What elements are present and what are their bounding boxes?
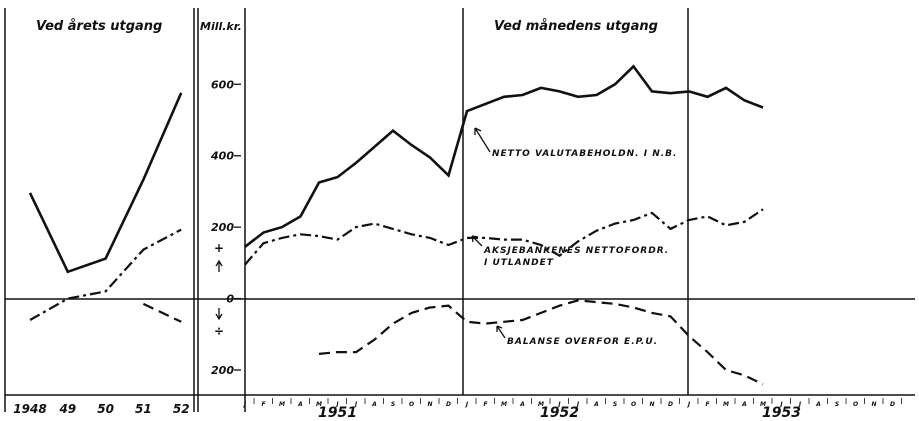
x-tick-label: M <box>538 401 544 408</box>
x-tick-label: D <box>446 401 451 408</box>
x-tick-label: J <box>465 401 469 408</box>
x-tick-label: O <box>853 401 858 408</box>
y-tick-label: 200 <box>211 364 234 377</box>
x-tick-label: J <box>687 401 691 408</box>
series-label: BALANSE OVERFOR E.P.U. <box>507 337 659 347</box>
x-tick-label: F <box>705 401 710 408</box>
x-tick-label: A <box>815 401 821 408</box>
y-tick-label: 200 <box>211 221 234 234</box>
x-tick-label: 52 <box>173 402 190 416</box>
x-tick-label: F <box>483 401 488 408</box>
x-tick-label: J <box>557 401 561 408</box>
negative-sign: ÷ <box>214 324 224 338</box>
x-tick-label: M <box>279 401 285 408</box>
x-tick-label: M <box>316 401 322 408</box>
series-label: AKSJEBANKENES NETTOFORDR. I UTLANDET <box>484 246 670 268</box>
x-tick-label: N <box>427 401 432 408</box>
x-tick-label: M <box>760 401 766 408</box>
x-tick-label: 51 <box>135 402 152 416</box>
x-tick-label: A <box>519 401 525 408</box>
x-tick-label: S <box>391 401 395 408</box>
x-tick-label: 50 <box>97 402 114 416</box>
series-line <box>28 92 183 274</box>
x-tick-label: A <box>371 401 377 408</box>
y-tick-label: 400 <box>210 150 234 163</box>
x-tick-label: M <box>723 401 729 408</box>
series-line <box>244 64 764 248</box>
series-line <box>244 208 764 266</box>
positive-sign: + <box>214 241 224 255</box>
x-tick-label: J <box>576 401 580 408</box>
x-tick-label: J <box>798 401 802 408</box>
right-title: Ved månedens utgang <box>494 19 658 34</box>
x-tick-label: A <box>741 401 747 408</box>
x-tick-label: N <box>649 401 654 408</box>
x-tick-label: A <box>297 401 303 408</box>
x-tick-label: M <box>501 401 507 408</box>
x-tick-label: O <box>631 401 636 408</box>
year-label: 1953 <box>762 405 801 421</box>
x-tick-label: O <box>409 401 414 408</box>
series-line <box>29 228 182 321</box>
x-tick-label: S <box>613 401 617 408</box>
x-tick-label: F <box>261 401 266 408</box>
year-label: 1951 <box>318 405 357 421</box>
y-axis-label: Mill.kr. <box>200 20 242 33</box>
series-line <box>142 302 182 323</box>
x-tick-label: J <box>354 401 358 408</box>
x-tick-label: D <box>890 401 895 408</box>
x-tick-label: 49 <box>58 402 76 416</box>
frame <box>4 8 915 412</box>
x-tick-label: A <box>593 401 599 408</box>
x-tick-label: S <box>835 401 839 408</box>
left-title: Ved årets utgang <box>36 19 162 34</box>
x-tick-label: D <box>668 401 673 408</box>
y-tick-label: 600 <box>211 78 234 91</box>
x-tick-label: 1948 <box>13 402 46 416</box>
y-tick-label: 0 <box>226 293 234 306</box>
x-tick-label: J <box>243 401 247 408</box>
series-line <box>318 299 764 386</box>
x-tick-label: J <box>779 401 783 408</box>
year-label: 1952 <box>540 405 579 421</box>
x-tick-label: N <box>871 401 876 408</box>
x-tick-label: J <box>335 401 339 408</box>
series-label: NETTO VALUTABEHOLDN. I N.B. <box>492 149 678 159</box>
